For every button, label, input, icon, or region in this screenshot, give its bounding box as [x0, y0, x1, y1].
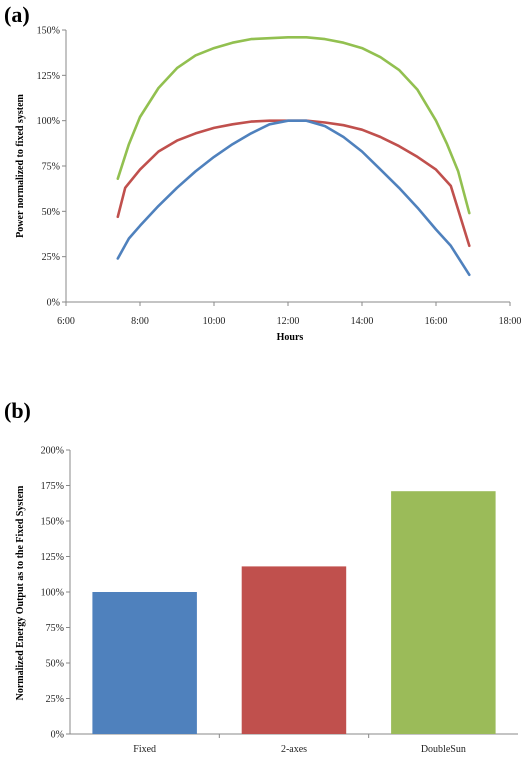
category-label: 2-axes	[281, 744, 307, 755]
line-chart: 0% 25% 50% 75% 100% 125% 150% 6:00 8:00 10:00 12:…	[15, 26, 521, 344]
x-tick-label: 18:00	[499, 316, 522, 327]
y-tick-label: 100%	[37, 116, 60, 127]
series-group	[116, 35, 471, 277]
y-tick-label: 150%	[37, 26, 60, 37]
series-line-1	[116, 35, 471, 215]
y-tick-label: 75%	[42, 162, 60, 173]
y-ticks: 0% 25% 50% 75% 100% 125% 150%	[37, 26, 66, 309]
y-axis-title: Normalized Energy Output as to the Fixed…	[15, 485, 26, 700]
y-tick-label: 75%	[46, 623, 64, 634]
series-line-2	[116, 119, 471, 248]
y-axis-title: Power normalized to fixed system	[15, 93, 26, 237]
panel-label-a: (a)	[4, 2, 30, 27]
y-tick-label: 100%	[41, 588, 64, 599]
x-tick-label: 6:00	[57, 316, 75, 327]
y-tick-label: 125%	[41, 552, 64, 563]
y-tick-label: 50%	[46, 659, 64, 670]
x-tick-label: 14:00	[351, 316, 374, 327]
panel-label-b: (b)	[4, 398, 31, 423]
y-tick-label: 25%	[46, 694, 64, 705]
y-tick-label: 50%	[42, 207, 60, 218]
y-tick-label: 25%	[42, 252, 60, 263]
x-ticks: 6:00 8:00 10:00 12:00 14:00 16:00 18:00	[57, 302, 521, 327]
category-label: Fixed	[133, 744, 156, 755]
bar-doublesun	[391, 491, 496, 734]
bar-fixed	[92, 592, 197, 734]
category-labels: Fixed 2-axes DoubleSun	[133, 734, 466, 755]
category-label: DoubleSun	[421, 744, 466, 755]
y-tick-label: 175%	[41, 481, 64, 492]
y-tick-label: 200%	[41, 446, 64, 457]
bars-group	[92, 491, 496, 734]
bar-2-axes	[241, 566, 347, 734]
x-tick-label: 8:00	[131, 316, 149, 327]
x-tick-label: 10:00	[203, 316, 226, 327]
y-tick-label: 150%	[41, 517, 64, 528]
y-ticks: 0% 25% 50% 75% 100% 125% 150% 175% 200%	[41, 446, 70, 741]
y-tick-label: 125%	[37, 71, 60, 82]
series-line-3	[116, 119, 471, 277]
x-axis-title: Hours	[277, 332, 304, 343]
y-tick-label: 0%	[47, 298, 60, 309]
x-tick-label: 16:00	[425, 316, 448, 327]
y-tick-label: 0%	[51, 730, 64, 741]
bar-chart: 0% 25% 50% 75% 100% 125% 150% 175% 200% Fixed 2-a…	[15, 446, 518, 755]
x-tick-label: 12:00	[277, 316, 300, 327]
